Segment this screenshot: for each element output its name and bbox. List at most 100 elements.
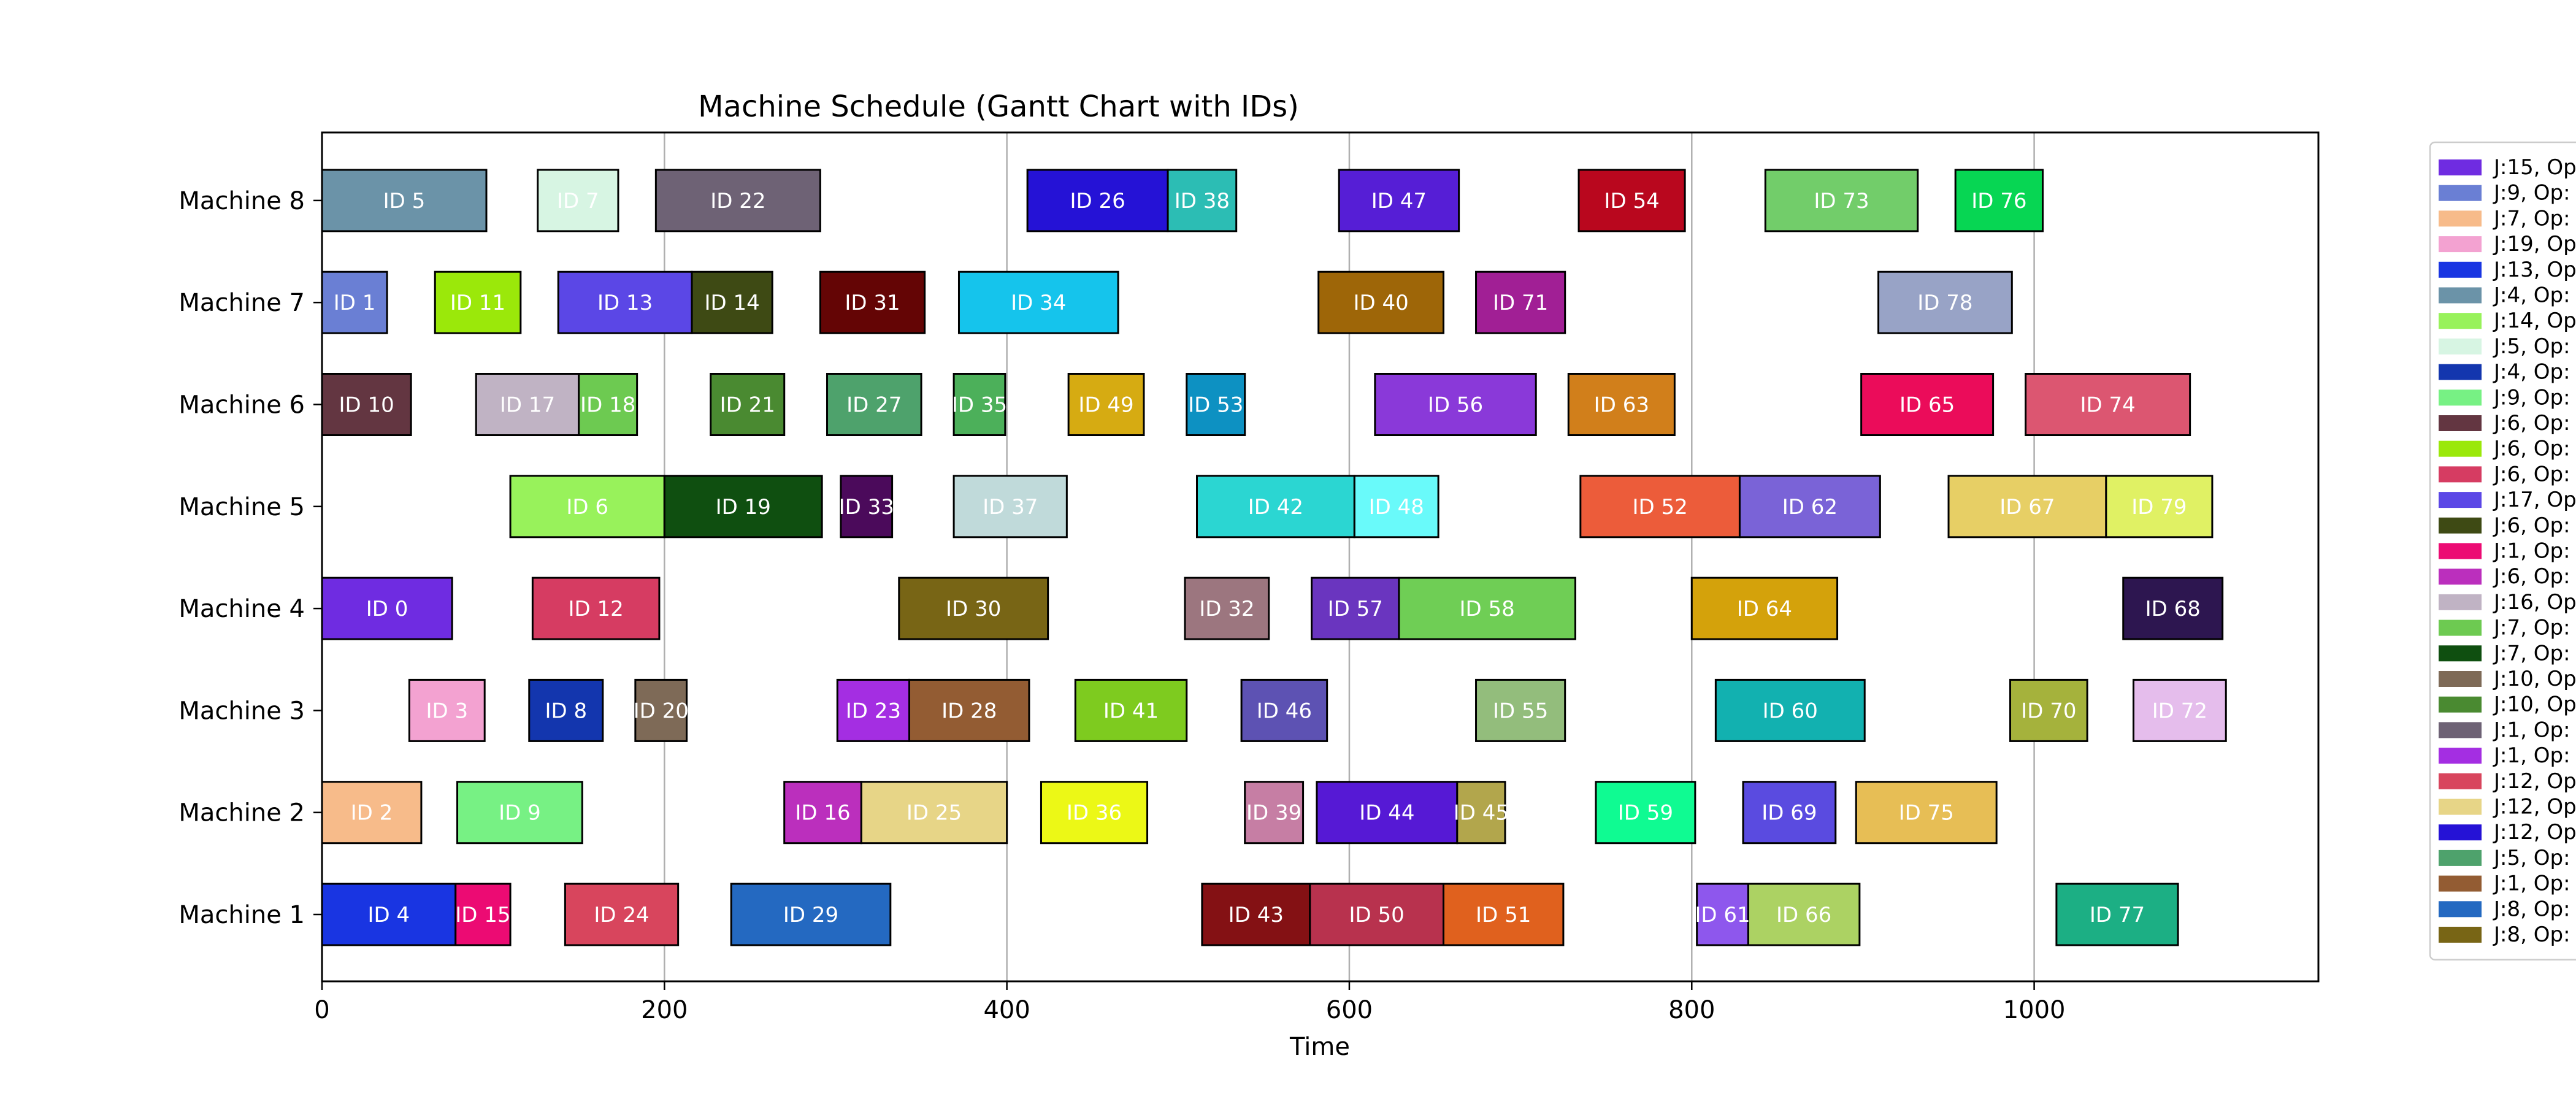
legend-label: J:12, Op <box>2493 820 2576 845</box>
legend-swatch <box>2439 773 2482 789</box>
task-label: ID 54 <box>1604 189 1659 213</box>
task-label: ID 43 <box>1229 903 1284 927</box>
x-tick-label: 0 <box>314 996 329 1024</box>
task-label: ID 62 <box>1782 495 1838 519</box>
task-bar <box>528 678 604 742</box>
legend-swatch <box>2439 849 2482 866</box>
task-bar <box>1456 781 1506 845</box>
task-label: ID 63 <box>1594 393 1649 418</box>
task-label: ID 59 <box>1618 801 1673 826</box>
task-label: ID 77 <box>2090 903 2145 927</box>
task-label: ID 36 <box>1067 801 1122 826</box>
legend-label: J:13, Op <box>2493 258 2576 282</box>
task-bar <box>509 475 665 539</box>
task-label: ID 12 <box>569 597 624 621</box>
task-label: ID 23 <box>846 699 901 723</box>
task-bar <box>1954 169 2044 232</box>
task-label: ID 15 <box>455 903 510 927</box>
legend-label: J:6, Op: <box>2493 462 2570 486</box>
legend-label: J:8, Op: <box>2493 897 2570 921</box>
task-bar <box>908 678 1030 742</box>
task-bar <box>1860 373 1995 436</box>
chart-title: Machine Schedule (Gantt Chart with IDs) <box>698 90 1299 124</box>
task-bar <box>1040 781 1149 845</box>
task-label: ID 4 <box>368 903 410 927</box>
x-tick-label: 1000 <box>2003 996 2066 1024</box>
task-bar <box>1475 678 1566 742</box>
task-bar <box>321 270 388 334</box>
task-bar <box>537 169 619 232</box>
y-tick-label: Machine 2 <box>178 799 305 827</box>
task-label: ID 9 <box>499 801 541 826</box>
task-bar <box>1074 678 1188 742</box>
legend-swatch <box>2439 824 2482 841</box>
task-bar <box>1167 169 1238 232</box>
task-label: ID 11 <box>450 291 505 315</box>
task-label: ID 5 <box>383 189 426 213</box>
task-bar <box>663 475 823 539</box>
y-tick-label: Machine 8 <box>178 187 305 215</box>
task-bar <box>1240 678 1328 742</box>
legend-label: J:4, Op: <box>2493 283 2570 308</box>
task-label: ID 56 <box>1428 393 1483 418</box>
legend-swatch <box>2439 287 2482 304</box>
task-label: ID 73 <box>1814 189 1869 213</box>
legend-swatch <box>2439 313 2482 329</box>
legend-label: J:12, Op <box>2493 795 2576 819</box>
task-label: ID 50 <box>1349 903 1404 927</box>
task-label: ID 79 <box>2131 495 2187 519</box>
task-label: ID 18 <box>580 393 635 418</box>
task-label: ID 20 <box>634 699 689 723</box>
task-label: ID 24 <box>594 903 649 927</box>
task-bar <box>710 373 786 436</box>
task-bar <box>2105 475 2214 539</box>
legend-swatch <box>2439 389 2482 406</box>
task-label: ID 46 <box>1257 699 1312 723</box>
task-label: ID 25 <box>907 801 962 826</box>
task-label: ID 70 <box>2021 699 2076 723</box>
task-bar <box>730 883 892 946</box>
task-label: ID 8 <box>545 699 587 723</box>
legend-label: J:7, Op: <box>2493 206 2570 231</box>
task-bar <box>691 270 773 334</box>
task-label: ID 72 <box>2152 699 2207 723</box>
task-label: ID 13 <box>597 291 653 315</box>
task-bar <box>321 883 457 946</box>
task-bar <box>783 781 862 845</box>
x-tick-label: 200 <box>641 996 688 1024</box>
task-label: ID 22 <box>710 189 765 213</box>
legend-label: J:12, Op <box>2493 769 2576 794</box>
task-labels: ID 5 ID 7 ID 22 ID 26 ID 38 ID 47 ID 54 ID 73 ID… <box>334 189 2207 927</box>
task-label: ID 42 <box>1248 495 1303 519</box>
task-label: ID 68 <box>2145 597 2201 621</box>
legend-swatch <box>2439 210 2482 227</box>
task-bar <box>1196 475 1355 539</box>
task-bar <box>1877 270 2013 334</box>
task-label: ID 2 <box>351 801 393 826</box>
x-axis: 0 200 400 600 800 1000 <box>314 981 2065 1024</box>
task-label: ID 69 <box>1761 801 1817 826</box>
task-label: ID 33 <box>839 495 894 519</box>
legend-label: J:9, Op: <box>2493 385 2570 410</box>
task-bar <box>1579 475 1741 539</box>
task-bar <box>434 270 522 334</box>
task-label: ID 32 <box>1199 597 1254 621</box>
task-bar <box>1067 373 1145 436</box>
task-bar <box>1714 678 1866 742</box>
task-bar <box>2133 678 2227 742</box>
y-tick-label: Machine 1 <box>178 901 305 929</box>
task-bar <box>321 373 412 436</box>
legend-label: J:14, Op <box>2493 309 2576 333</box>
legend-label: J:5, Op: <box>2493 334 2570 359</box>
legend-swatch <box>2439 594 2482 610</box>
y-axis: Machine 1 Machine 2 Machine 3 Machine 4 Mach… <box>178 187 322 929</box>
task-label: ID 52 <box>1632 495 1687 519</box>
legend-swatch <box>2439 159 2482 175</box>
task-label: ID 10 <box>339 393 394 418</box>
y-tick-label: Machine 6 <box>178 391 305 420</box>
task-label: ID 30 <box>946 597 1001 621</box>
task-label: ID 39 <box>1246 801 1301 826</box>
task-bar <box>564 883 680 946</box>
task-label: ID 37 <box>983 495 1038 519</box>
task-bar <box>1742 781 1837 845</box>
